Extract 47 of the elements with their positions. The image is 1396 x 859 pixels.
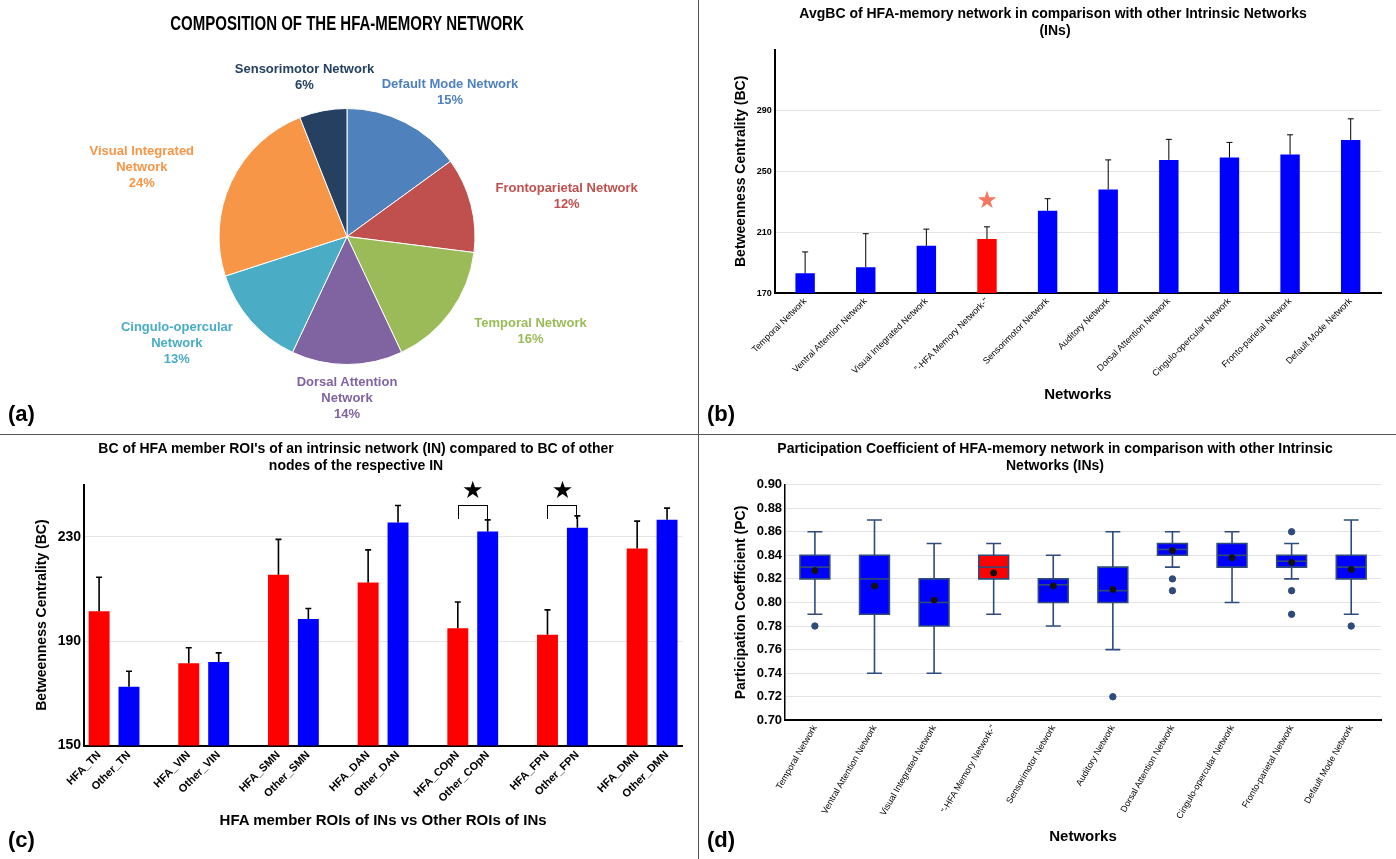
annotation: ★ xyxy=(550,475,575,504)
slice-label: Dorsal Attention Network xyxy=(296,374,398,406)
data-label: 15% xyxy=(436,91,464,107)
x-axis-title: HFA member ROIs of INs vs Other ROIs of INs xyxy=(219,811,547,829)
chart-title: AvgBC of HFA-memory network in comparison with other Intrinsic Networks (INs) xyxy=(799,5,1311,39)
y-tick-label: 0.90 xyxy=(756,476,783,492)
y-tick-label: 0.86 xyxy=(756,523,783,539)
x-axis-title: Networks xyxy=(1044,385,1112,403)
chart-title: BC of HFA member ROI's of an intrinsic network (IN) compared to BC of other nodes of the respective IN xyxy=(98,440,615,474)
y-tick-label: 0.72 xyxy=(756,688,783,704)
y-tick-label: 170 xyxy=(756,287,772,298)
annotation: ★ xyxy=(461,475,485,504)
slice-label: Frontoparietal Network xyxy=(495,179,639,195)
y-tick-label: 0.70 xyxy=(756,711,783,727)
data-label: 6% xyxy=(295,76,315,92)
y-axis-title: Participation Coefficient (PC) xyxy=(732,505,749,700)
slice-label: Default Mode Network xyxy=(381,75,519,91)
chart-title: COMPOSITION OF THE HFA-MEMORY NETWORK xyxy=(170,11,524,35)
slice-label: Sensorimotor Network xyxy=(234,60,375,76)
y-tick-label: 250 xyxy=(756,165,772,176)
text: (b) xyxy=(707,401,736,427)
data-label: 16% xyxy=(517,331,544,347)
text: (d) xyxy=(707,827,736,853)
text: (a) xyxy=(8,401,35,427)
data-label: 12% xyxy=(553,195,581,211)
y-axis-title: Betweenness Centrality (BC) xyxy=(33,519,50,711)
y-tick-label: 0.84 xyxy=(756,546,783,562)
chart-title: Participation Coefficient of HFA-memory network in comparison with other Intrinsic Networks (INs) xyxy=(777,440,1333,474)
y-tick-label: 0.74 xyxy=(756,664,783,680)
slice-label: Visual Integrated Network xyxy=(89,143,195,175)
y-tick-label: 0.76 xyxy=(756,641,783,657)
y-tick-label: 0.78 xyxy=(756,617,783,633)
y-tick-label: 290 xyxy=(756,104,772,115)
y-tick-label: 230 xyxy=(57,527,82,544)
x-axis-title: Networks xyxy=(1049,827,1117,845)
y-tick-label: 0.80 xyxy=(756,594,783,610)
data-label: 14% xyxy=(333,406,361,422)
annotation: ★ xyxy=(975,185,999,214)
text: (c) xyxy=(8,827,35,853)
data-label: 24% xyxy=(128,175,156,191)
y-axis-title: Betweenness Centrality (BC) xyxy=(732,75,749,268)
y-tick-label: 0.82 xyxy=(756,570,783,586)
y-tick-label: 210 xyxy=(756,226,772,237)
y-tick-label: 150 xyxy=(57,736,82,753)
data-label: 13% xyxy=(163,351,191,367)
y-tick-label: 0.88 xyxy=(756,499,783,515)
y-tick-label: 190 xyxy=(57,632,82,649)
